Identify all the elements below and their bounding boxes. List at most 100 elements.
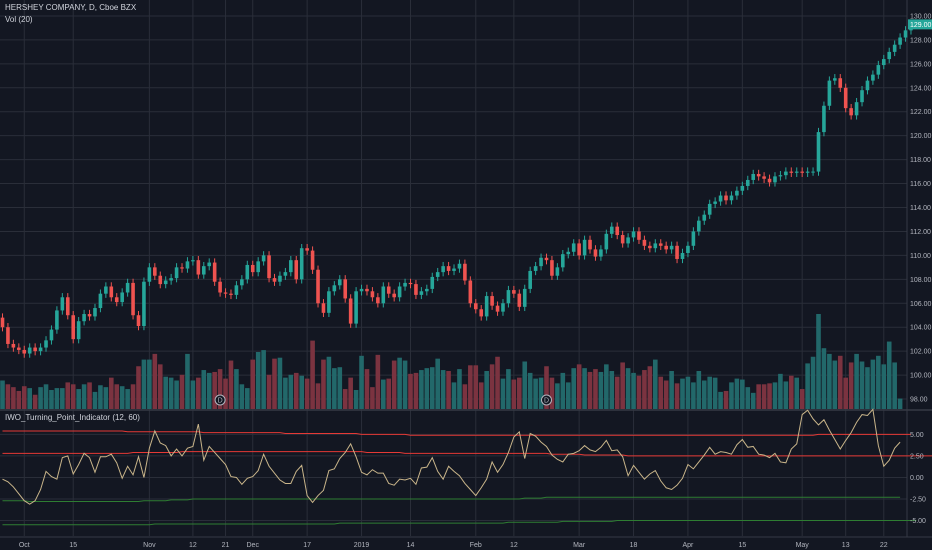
candle-body <box>435 272 440 277</box>
time-tick-label: 2019 <box>354 542 370 549</box>
time-tick-label: Nov <box>143 542 156 549</box>
candle-body <box>6 327 10 344</box>
candle-body <box>452 268 456 271</box>
candle-body <box>104 286 108 294</box>
volume-bar <box>810 356 816 409</box>
candle-body <box>425 288 429 292</box>
volume-bar <box>734 378 740 409</box>
volume-bar <box>435 358 440 409</box>
candle-body <box>680 252 685 259</box>
volume-bar <box>223 378 228 409</box>
candle-body <box>316 269 320 304</box>
candle-body <box>201 266 206 275</box>
volume-bar <box>897 398 903 409</box>
candle-body <box>163 280 168 285</box>
volume-bar <box>337 367 343 409</box>
candle-body <box>609 226 614 234</box>
volume-bar <box>723 390 729 409</box>
volume-bar <box>489 364 495 409</box>
volume-bar <box>206 372 212 409</box>
volume-bar <box>680 378 685 409</box>
volume-bar <box>848 362 854 409</box>
volume-bar <box>832 360 838 409</box>
candle-body <box>272 278 277 282</box>
volume-bar <box>511 379 517 409</box>
time-tick-label: 12 <box>189 542 197 549</box>
volume-bar <box>217 369 223 409</box>
volume-bar <box>103 387 109 409</box>
candle-body <box>191 260 195 262</box>
price-tick-label: 124.00 <box>910 85 932 92</box>
candle-body <box>544 257 549 261</box>
candle-body <box>267 255 271 279</box>
candle-body <box>555 267 560 276</box>
candle-body <box>479 309 484 317</box>
last-price-tag-bg <box>908 19 932 30</box>
volume-bar <box>538 377 544 409</box>
candle-body <box>800 171 804 173</box>
volume-bar <box>642 370 647 409</box>
candle-body <box>512 290 516 294</box>
candle-body <box>446 266 451 271</box>
price-tick-label: 104.00 <box>910 325 932 332</box>
candle-body <box>773 176 777 183</box>
time-tick-label: Dec <box>247 542 260 549</box>
volume-bar <box>767 383 772 409</box>
candle-body <box>871 74 875 81</box>
volume-bar <box>348 377 353 409</box>
volume-bar <box>560 372 566 409</box>
volume-bar <box>478 382 484 409</box>
volume-bar <box>718 391 723 409</box>
candle-body <box>27 347 32 354</box>
candle-body <box>278 275 282 282</box>
candle-body <box>49 329 54 341</box>
volume-bar <box>87 382 92 409</box>
volume-bar <box>60 388 65 409</box>
volume-bar <box>881 364 887 409</box>
candle-body <box>843 87 848 109</box>
price-tick-label: 110.00 <box>910 253 931 260</box>
candle-body <box>561 254 565 268</box>
volume-bar <box>457 369 462 409</box>
price-tick-label: 130.00 <box>910 13 932 20</box>
volume-bar <box>653 359 658 409</box>
volume-bar <box>892 362 897 409</box>
candle-body <box>522 288 527 307</box>
candle-body <box>158 275 163 285</box>
candle-body <box>838 78 843 88</box>
volume-bar <box>631 372 636 409</box>
candle-body <box>392 293 396 298</box>
candle-body <box>0 317 5 328</box>
volume-bar <box>163 376 168 409</box>
candle-body <box>82 314 86 322</box>
volume-bar <box>527 372 533 409</box>
candle-body <box>860 90 864 103</box>
volume-bar <box>299 375 304 409</box>
candle-body <box>827 80 832 106</box>
candle-body <box>381 286 386 304</box>
time-tick-label: May <box>796 542 810 549</box>
candle-body <box>114 297 119 303</box>
volume-bar <box>332 368 337 409</box>
candle-body <box>343 279 348 299</box>
volume-bars <box>0 314 903 409</box>
time-tick-label: 14 <box>407 542 415 549</box>
candle-body <box>495 305 500 312</box>
price-axis: 98.00 100.00 102.00 104.00 106.00 108.00 110.0… <box>910 13 932 403</box>
candle-body <box>501 303 505 312</box>
volume-bar <box>359 355 364 409</box>
volume-bar <box>43 384 49 409</box>
volume-bar <box>174 380 179 409</box>
volume-bar <box>696 371 702 409</box>
candle-body <box>120 292 124 303</box>
candle-body <box>707 203 712 215</box>
price-tick-label: 100.00 <box>910 373 932 380</box>
candle-body <box>697 220 701 232</box>
volume-bar <box>196 377 201 409</box>
volume-bar <box>27 388 32 409</box>
volume-bar <box>462 384 468 409</box>
candle-body <box>811 171 815 173</box>
volume-bar <box>11 387 16 409</box>
volume-bar <box>886 341 892 409</box>
